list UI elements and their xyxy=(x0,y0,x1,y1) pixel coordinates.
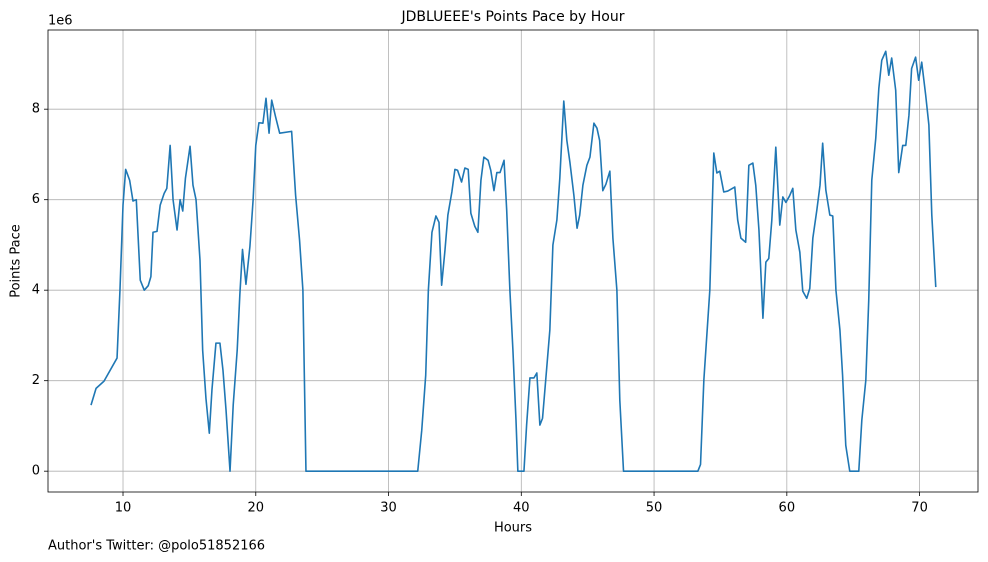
y-offset-label: 1e6 xyxy=(48,14,73,29)
y-tick-label: 6 xyxy=(32,192,40,207)
y-tick-label: 4 xyxy=(32,283,40,298)
y-tick-label: 2 xyxy=(32,373,40,388)
y-tick-label: 8 xyxy=(32,102,40,117)
y-axis-label: Points Pace xyxy=(9,224,24,298)
footer-note: Author's Twitter: @polo51852166 xyxy=(48,539,265,554)
y-tick-label: 0 xyxy=(32,464,40,479)
plot-frame xyxy=(47,29,979,493)
x-tick-label: 30 xyxy=(380,501,397,516)
x-tick-label: 70 xyxy=(911,501,928,516)
x-tick-label: 10 xyxy=(115,501,132,516)
x-tick-label: 60 xyxy=(779,501,796,516)
x-tick-label: 20 xyxy=(247,501,264,516)
x-axis-label: Hours xyxy=(494,521,532,536)
chart-title: JDBLUEEE's Points Pace by Hour xyxy=(401,9,625,25)
data-line xyxy=(90,50,937,472)
x-tick-label: 50 xyxy=(646,501,663,516)
x-tick-label: 40 xyxy=(513,501,530,516)
